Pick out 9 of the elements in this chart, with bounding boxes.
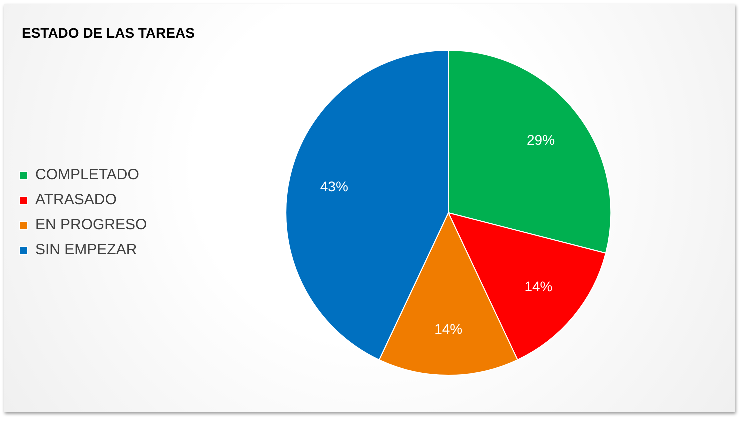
data-label: 29% xyxy=(527,132,556,148)
legend-label: SIN EMPEZAR xyxy=(36,242,138,259)
legend-label: ATRASADO xyxy=(36,192,117,209)
data-label: 14% xyxy=(434,320,463,337)
chart-title: ESTADO DE LAS TAREAS xyxy=(22,25,195,41)
data-label: 43% xyxy=(320,178,348,194)
legend-label: EN PROGRESO xyxy=(36,216,148,234)
legend-label: COMPLETADO xyxy=(36,166,140,184)
data-label: 14% xyxy=(524,278,553,294)
